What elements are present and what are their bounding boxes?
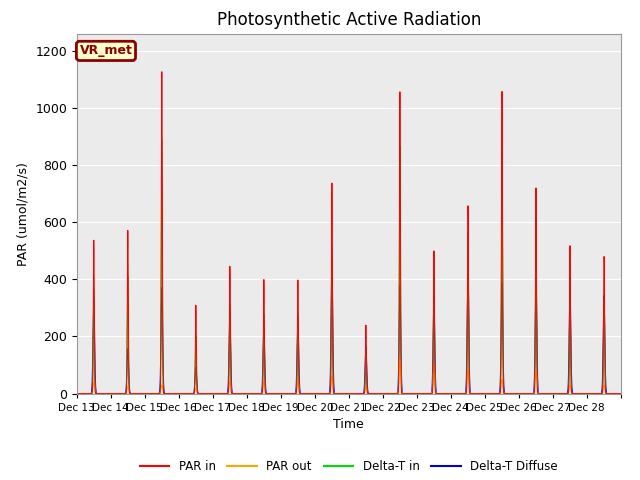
PAR in [73,391,81,396]
Delta-T in [158,137,166,143]
X-axis label: Time: Time [333,418,364,431]
PAR out [513,391,520,396]
PAR out [73,391,81,396]
Delta-T Diffuse [617,391,625,396]
PAR out [396,357,404,362]
Delta-T Diffuse [244,391,252,396]
Text: VR_met: VR_met [79,44,132,58]
Line: Delta-T in: Delta-T in [77,140,621,394]
PAR in [158,69,166,74]
PAR out [543,391,551,396]
Delta-T in [513,391,520,396]
PAR in [127,391,135,396]
Delta-T in [245,391,253,396]
Delta-T Diffuse [73,391,81,396]
PAR in [609,391,617,396]
PAR in [543,391,551,396]
Title: Photosynthetic Active Radiation: Photosynthetic Active Radiation [216,11,481,29]
Legend: PAR in, PAR out, Delta-T in, Delta-T Diffuse: PAR in, PAR out, Delta-T in, Delta-T Dif… [135,455,563,478]
Delta-T in [381,391,389,396]
Line: PAR out: PAR out [77,360,621,394]
PAR out [617,391,625,396]
PAR out [127,391,135,396]
PAR in [513,391,520,396]
PAR out [381,391,389,396]
Delta-T in [617,391,625,396]
PAR out [609,391,617,396]
Delta-T Diffuse [513,391,520,396]
PAR in [245,391,253,396]
Delta-T in [73,391,81,396]
Line: Delta-T Diffuse: Delta-T Diffuse [77,260,621,394]
Line: PAR in: PAR in [77,72,621,394]
PAR in [617,391,625,396]
Y-axis label: PAR (umol/m2/s): PAR (umol/m2/s) [17,162,29,265]
Delta-T Diffuse [543,391,551,396]
Delta-T in [127,391,135,396]
PAR out [244,391,252,396]
Delta-T Diffuse [609,391,617,396]
Delta-T Diffuse [328,257,336,263]
PAR in [381,391,389,396]
Delta-T in [543,391,551,396]
Delta-T Diffuse [127,391,135,396]
Delta-T in [609,391,617,396]
Delta-T Diffuse [381,391,389,396]
